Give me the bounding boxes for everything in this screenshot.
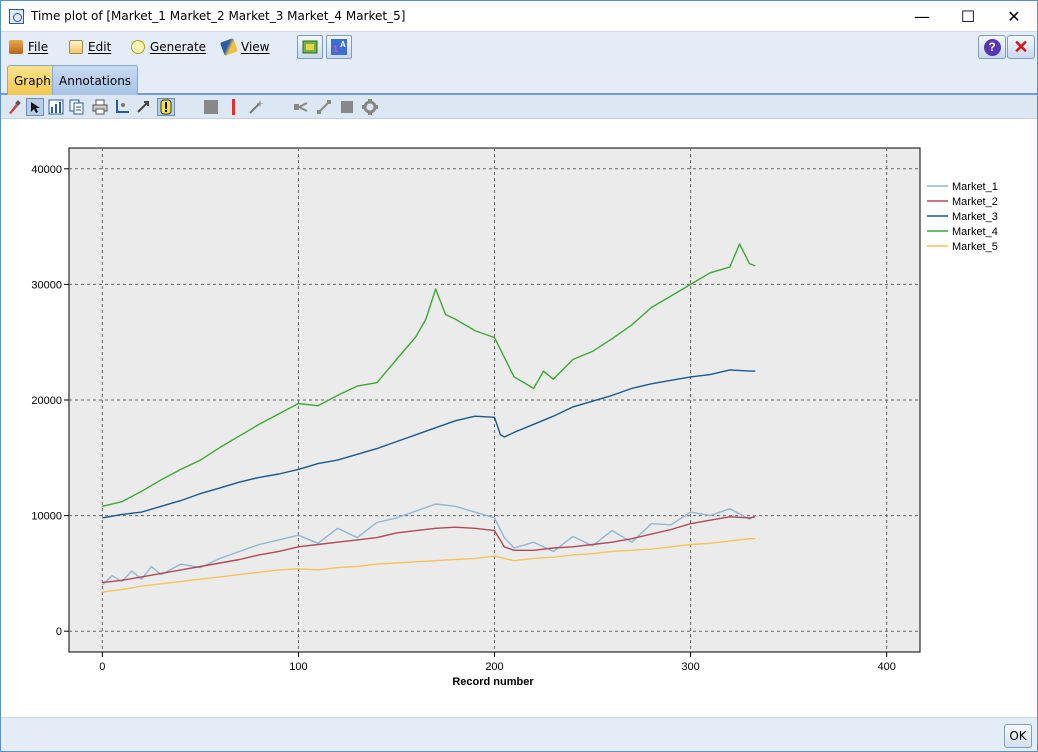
title-bar: Time plot of [Market_1 Market_2 Market_3… — [1, 1, 1037, 31]
app-icon — [9, 9, 24, 24]
x-tick-label: 200 — [485, 661, 503, 673]
series-line-market-5 — [102, 538, 756, 593]
menu-file[interactable]: File — [9, 38, 48, 56]
legend: Market_1 Market_2 Market_3 Market_4 Market_5 — [927, 181, 998, 253]
paintbrush-icon[interactable] — [5, 98, 23, 116]
print-icon[interactable] — [91, 98, 109, 116]
maximize-button[interactable]: ☐ — [960, 6, 976, 26]
edit-icon — [69, 40, 83, 54]
svg-text:1: 1 — [333, 44, 338, 54]
y-tick-label: 30000 — [31, 279, 62, 291]
square-icon[interactable] — [202, 98, 220, 116]
series-line-market-2 — [102, 516, 756, 584]
diagonal-icon[interactable] — [315, 98, 333, 116]
chart-type-icon[interactable] — [47, 98, 65, 116]
series-line-market-1 — [101, 503, 756, 586]
y-tick-label: 0 — [56, 626, 62, 638]
window-title: Time plot of [Market_1 Market_2 Market_3… — [31, 9, 406, 23]
graph-export-icon — [302, 40, 318, 54]
legend-label: Market_3 — [952, 211, 998, 223]
x-tick-label: 400 — [877, 661, 895, 673]
tab-graph[interactable]: Graph — [7, 65, 58, 95]
time-plot-chart[interactable]: 0 10000 20000 30000 40000 0 100 200 300 400 Reco… — [1, 119, 1037, 717]
help-icon: ? — [983, 38, 1001, 56]
close-dialog-button[interactable]: ✕ — [1007, 35, 1035, 59]
pointer-icon[interactable] — [26, 98, 44, 116]
view-icon — [220, 38, 238, 56]
close-window-button[interactable]: ✕ — [1007, 6, 1021, 26]
x-tick-label: 300 — [681, 661, 699, 673]
x-axis-label: Record number — [452, 676, 534, 688]
ok-button[interactable]: OK — [1004, 724, 1032, 748]
file-icon — [9, 40, 23, 54]
connector-icon[interactable] — [292, 98, 310, 116]
menu-bar: File Edit Generate View 1 A — [1, 31, 1037, 61]
series-line-market-4 — [102, 243, 756, 507]
menu-view-label: View — [241, 40, 270, 54]
y-axis: 0 10000 20000 30000 40000 — [31, 164, 69, 638]
legend-label: Market_1 — [952, 181, 998, 193]
menu-edit-label: Edit — [88, 40, 112, 54]
menu-edit[interactable]: Edit — [69, 38, 111, 56]
sort-icon: 1 A — [331, 39, 347, 55]
x-tick-label: 0 — [99, 661, 105, 673]
y-tick-label: 10000 — [31, 511, 62, 523]
fill-square-icon[interactable] — [338, 98, 356, 116]
generate-icon — [131, 40, 145, 54]
x-axis: 0 100 200 300 400 — [99, 652, 896, 673]
copy-icon[interactable] — [68, 98, 86, 116]
tooltip-icon[interactable] — [157, 98, 175, 116]
svg-text:A: A — [340, 40, 346, 49]
grid-lines — [69, 148, 920, 652]
axis-icon[interactable] — [113, 98, 131, 116]
tab-bar: Graph Annotations — [1, 61, 1037, 95]
bottom-bar: OK — [1, 717, 1037, 751]
settings-icon[interactable] — [361, 98, 379, 116]
y-tick-label: 40000 — [31, 164, 62, 176]
line-marker-icon[interactable] — [224, 98, 242, 116]
x-tick-label: 100 — [289, 661, 307, 673]
menu-view[interactable]: View — [220, 38, 270, 56]
legend-label: Market_2 — [952, 196, 998, 208]
move-icon[interactable] — [134, 98, 152, 116]
legend-label: Market_5 — [952, 241, 998, 253]
close-icon: ✕ — [1013, 37, 1029, 57]
tab-annotations[interactable]: Annotations — [52, 65, 139, 95]
chart-area: 0 10000 20000 30000 40000 0 100 200 300 400 Reco… — [1, 119, 1037, 717]
minimize-button[interactable]: — — [914, 6, 930, 26]
series-line-market-3 — [102, 369, 756, 519]
help-button[interactable]: ? — [978, 35, 1006, 59]
legend-label: Market_4 — [952, 226, 998, 238]
menu-file-label: File — [28, 40, 49, 54]
graph-toolbar — [1, 95, 1037, 119]
y-tick-label: 20000 — [31, 395, 62, 407]
sort-button[interactable]: 1 A — [326, 35, 352, 59]
menu-generate-label: Generate — [150, 40, 207, 54]
menu-generate[interactable]: Generate — [131, 38, 206, 56]
sparkle-icon[interactable] — [247, 98, 265, 116]
graph-export-button[interactable] — [297, 35, 323, 59]
series-lines — [101, 243, 756, 593]
